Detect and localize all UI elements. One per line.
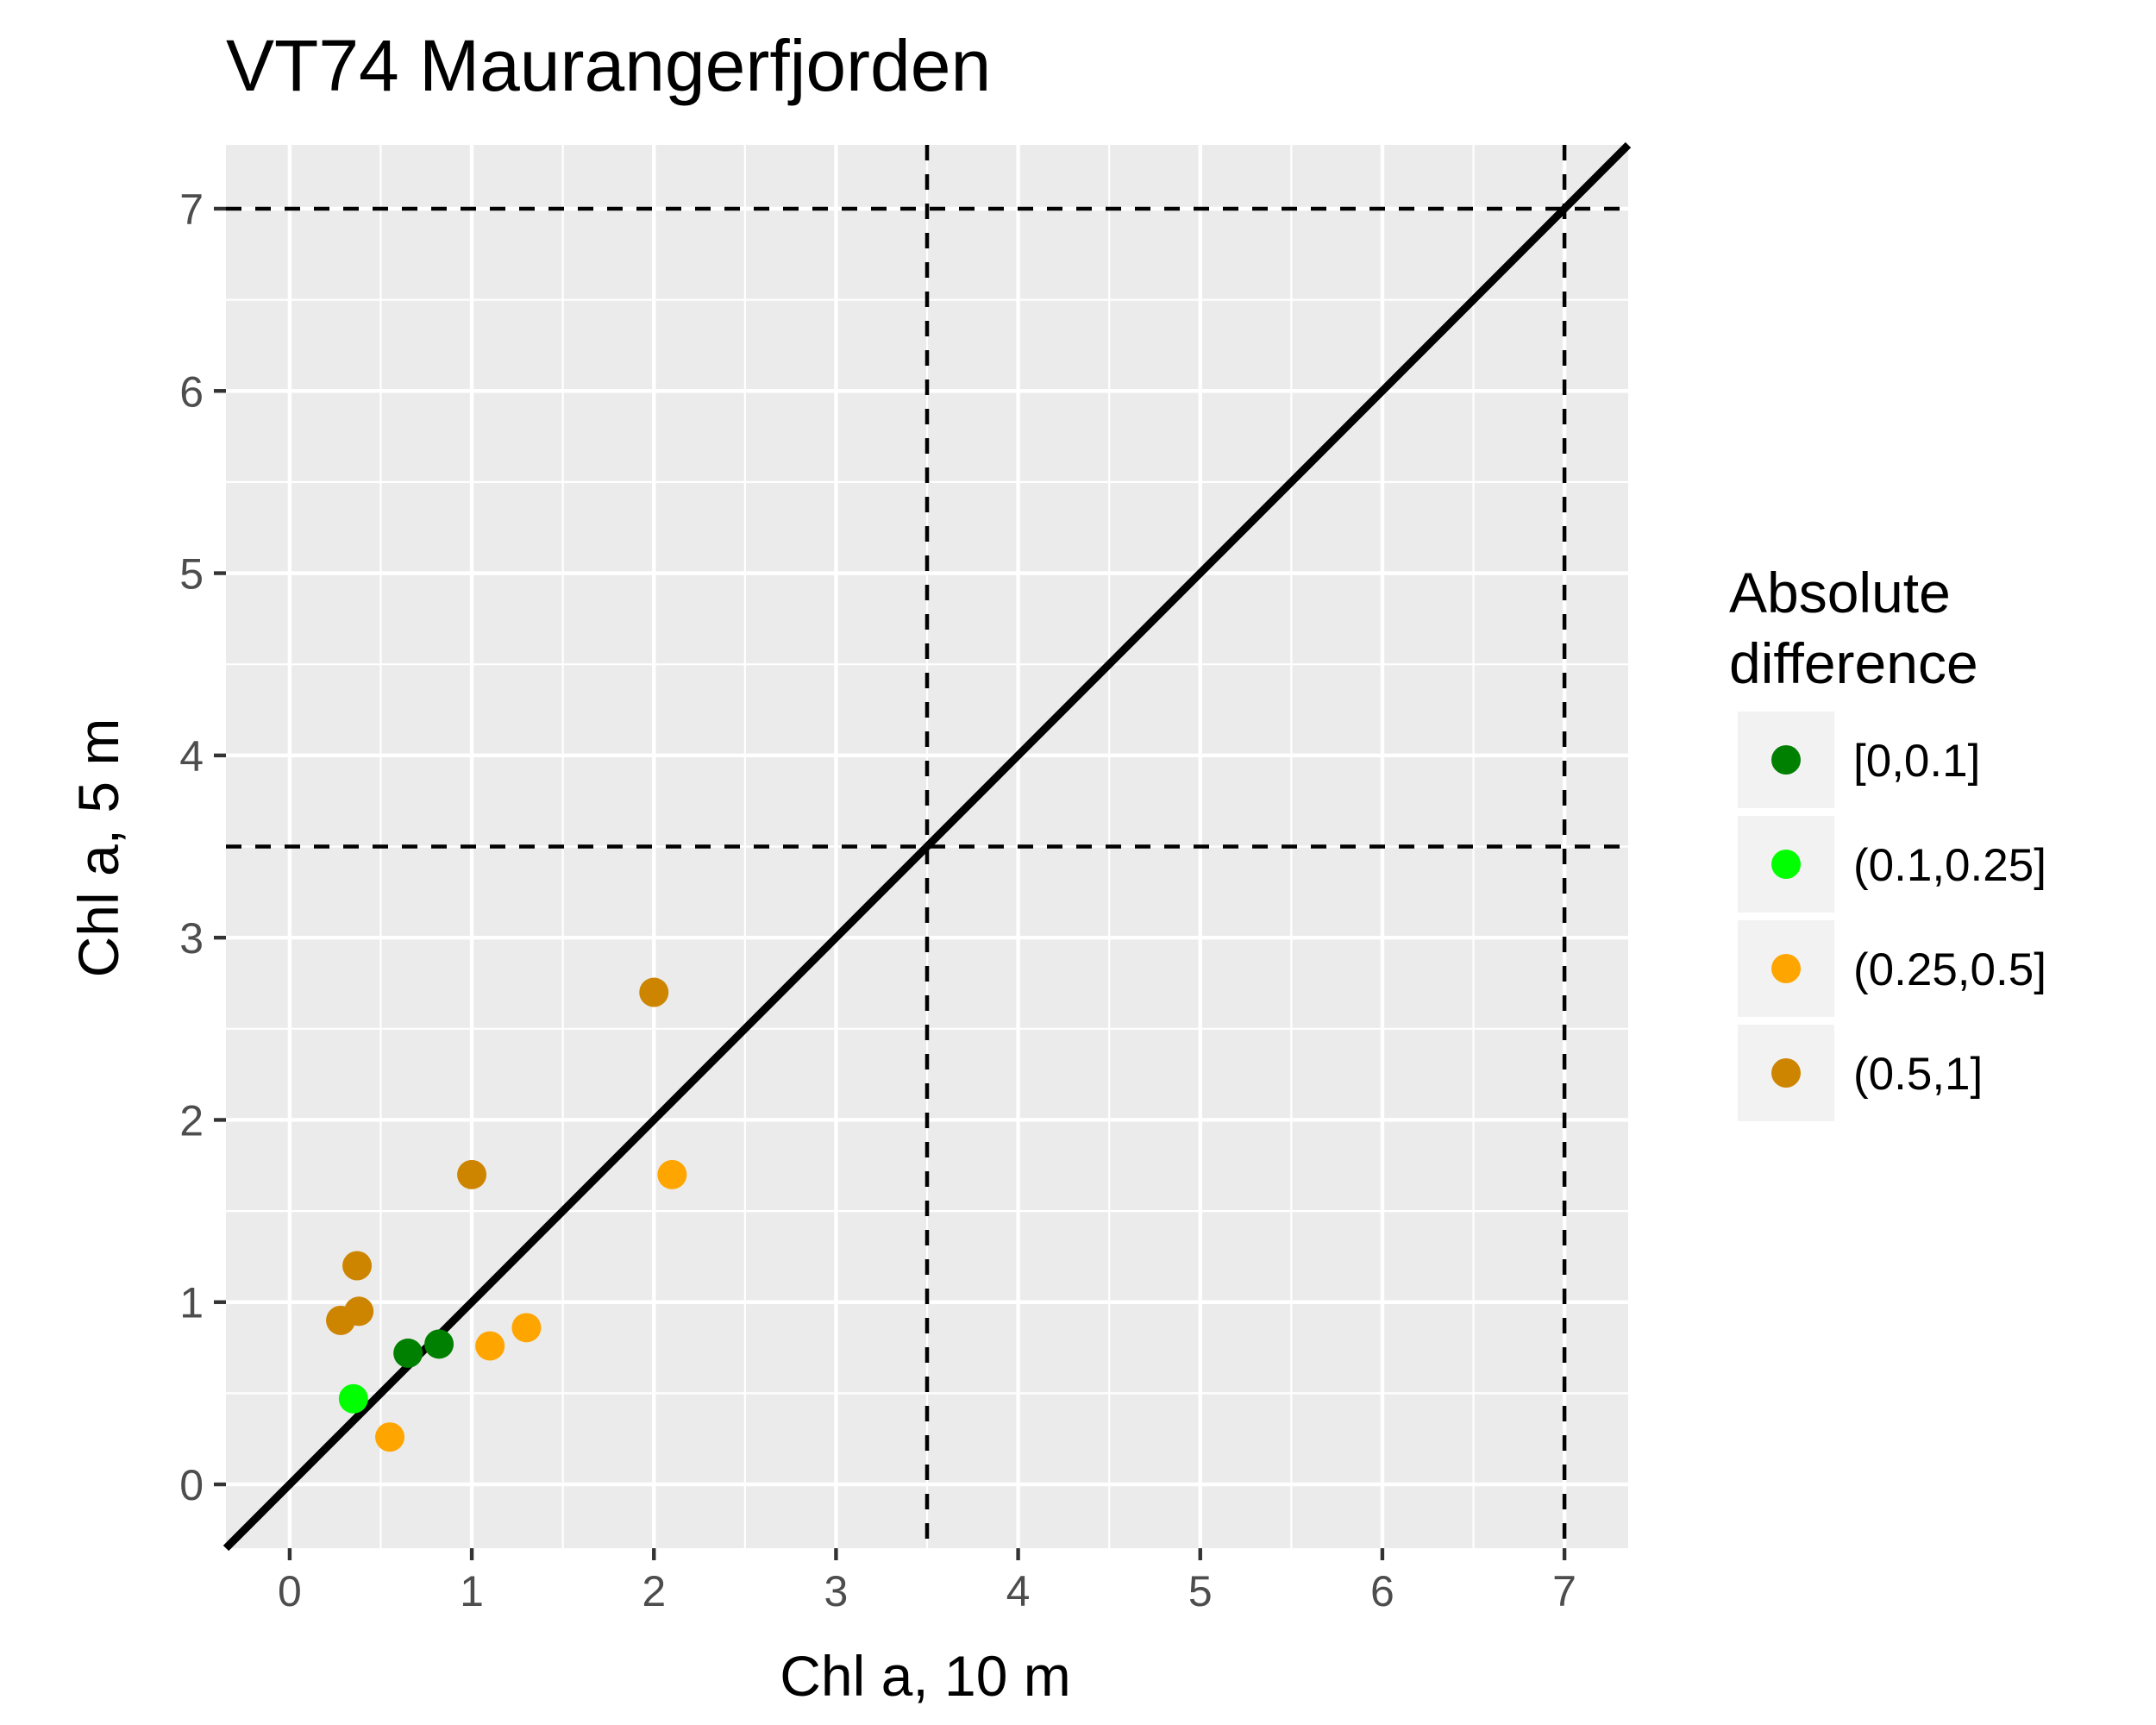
y-tick-label: 6 bbox=[179, 367, 204, 416]
y-tick-label: 5 bbox=[179, 550, 204, 599]
data-point bbox=[639, 977, 669, 1007]
data-point bbox=[424, 1329, 454, 1359]
x-tick-label: 4 bbox=[1006, 1567, 1031, 1615]
y-tick-label: 3 bbox=[179, 914, 204, 963]
data-point bbox=[342, 1251, 373, 1281]
x-tick-label: 5 bbox=[1188, 1567, 1213, 1615]
data-point bbox=[457, 1159, 487, 1189]
x-axis-title: Chl a, 10 m bbox=[780, 1644, 1070, 1708]
legend: Absolute difference [0,0.1] (0.1,0.25] (0.… bbox=[1729, 561, 2046, 1121]
legend-title-line-1: Absolute bbox=[1729, 561, 1951, 624]
chart-title: VT74 Maurangerfjorden bbox=[226, 25, 991, 106]
legend-key-swatch bbox=[1771, 954, 1801, 983]
data-point bbox=[657, 1159, 687, 1189]
y-tick-label: 1 bbox=[179, 1279, 204, 1327]
legend-title-line-2: difference bbox=[1729, 631, 1978, 695]
y-tick-label: 7 bbox=[179, 185, 204, 234]
data-point bbox=[344, 1296, 374, 1327]
data-point bbox=[393, 1338, 423, 1368]
reference-lines bbox=[222, 141, 1632, 1552]
legend-entry-label: (0.5,1] bbox=[1853, 1049, 1983, 1100]
legend-entry-label: (0.1,0.25] bbox=[1853, 840, 2046, 891]
legend-entry-label: [0,0.1] bbox=[1853, 736, 1980, 787]
identity-line bbox=[222, 141, 1632, 1552]
data-point bbox=[338, 1383, 368, 1414]
legend-key-swatch bbox=[1771, 1058, 1801, 1088]
legend-key-swatch bbox=[1771, 745, 1801, 775]
data-points bbox=[326, 977, 687, 1452]
y-tick-label: 4 bbox=[179, 732, 204, 781]
y-axis: 0 1 2 3 4 5 6 7 bbox=[179, 185, 226, 1509]
x-axis: 0 1 2 3 4 5 6 7 bbox=[278, 1548, 1576, 1615]
x-tick-label: 3 bbox=[824, 1567, 849, 1615]
x-tick-label: 7 bbox=[1552, 1567, 1576, 1615]
legend-entry-label: (0.25,0.5] bbox=[1853, 944, 2046, 995]
legend-key-swatch bbox=[1771, 850, 1801, 879]
x-tick-label: 6 bbox=[1370, 1567, 1395, 1615]
data-point bbox=[475, 1331, 505, 1361]
x-tick-label: 2 bbox=[642, 1567, 666, 1615]
y-tick-label: 0 bbox=[179, 1461, 204, 1509]
data-point bbox=[511, 1313, 542, 1343]
x-tick-label: 0 bbox=[278, 1567, 302, 1615]
x-tick-label: 1 bbox=[460, 1567, 484, 1615]
data-point bbox=[375, 1422, 405, 1452]
y-tick-label: 2 bbox=[179, 1096, 204, 1145]
y-axis-title: Chl a, 5 m bbox=[66, 718, 130, 978]
